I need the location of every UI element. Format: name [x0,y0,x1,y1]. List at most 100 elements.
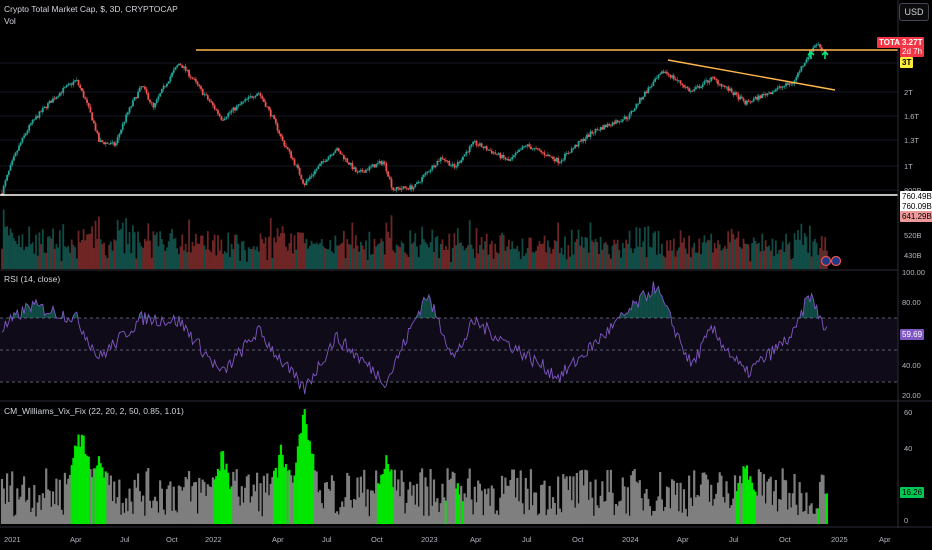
volume-bar [531,251,534,269]
rsi-overbought-fill [639,293,642,318]
vix-bar [791,493,794,524]
rsi-overbought-fill [806,295,809,318]
candle-body [764,94,767,96]
volume-bar [373,238,376,269]
volume-bar [526,247,529,269]
vix-bar [410,495,413,524]
trendline[interactable] [667,59,836,91]
candle-body [638,97,641,104]
candle-body [179,63,182,65]
candle-body [657,74,660,79]
vix-bar [628,515,631,524]
vix-bar [53,504,56,524]
volume-bar [456,228,459,269]
volume-bar [31,242,34,269]
vix-bar [136,473,140,524]
candle-body [111,142,114,144]
candle-body [109,142,112,145]
vix-bar [725,481,728,524]
volume-bar [798,239,801,269]
volume-bar [744,243,747,269]
candle-body [643,91,646,97]
volume-bar [543,235,546,269]
volume-bar [518,251,520,269]
volume-bar [451,247,454,269]
rsi-overbought-fill [648,292,650,318]
vix-bar [448,480,451,524]
vix-bar [555,514,558,524]
volume-bar [647,226,650,269]
vix-bar [623,486,626,524]
vix-bar [631,471,635,524]
volume-bar [4,226,7,269]
vix-bar [446,468,449,524]
candle-body [613,122,616,124]
rsi-overbought-fill [39,304,42,318]
candle-body [53,98,56,100]
candle-body [487,149,490,151]
vix-bar [419,472,422,524]
vix-bar [221,451,225,524]
vix-bar [6,473,9,524]
volume-bar [103,242,105,269]
volume-bar [229,257,231,269]
vix-bar [596,505,599,524]
candle-body [70,83,73,85]
time-tick-label: 2022 [205,535,222,544]
event-flag-icon[interactable] [820,255,842,267]
candle-body [693,89,696,92]
volume-bar [194,233,197,269]
vix-bar [739,475,742,524]
candle-body [108,143,111,145]
vix-bar [143,515,146,524]
vix-bar [705,474,708,524]
rsi-overbought-fill [655,289,657,318]
volume-bar [218,250,221,269]
candle-body [172,69,175,73]
volume-bar [705,242,708,269]
volume-bar [366,259,369,269]
time-tick-label: Apr [70,535,82,544]
candle-body [324,161,327,162]
candle-body [346,158,349,163]
vix-bar [670,479,674,524]
vix-bar [548,485,551,524]
volume-bar [739,247,742,269]
volume-bar [6,226,9,269]
candle-body [177,63,180,66]
volume-bar [766,246,769,269]
vix-bar [604,501,607,524]
vix-bar [148,500,152,524]
vix-bar [545,515,548,524]
vix-bar [708,501,711,524]
candle-body [422,174,425,178]
volume-bar [288,243,291,269]
rsi-overbought-fill [809,293,812,318]
vix-bar [757,469,760,524]
candle-body [297,164,299,169]
vix-bar [249,502,252,524]
vix-bar [730,505,733,524]
vix-bar [619,500,623,524]
volume-bar [541,243,544,269]
rsi-overbought-fill [428,294,431,318]
volume-bar [62,224,65,269]
volume-bar [210,252,213,269]
candle-body [565,152,568,154]
vix-bar [337,514,340,524]
vix-bar [796,515,800,524]
volume-bar [23,250,26,269]
candle-body [147,93,150,100]
volume-bar [572,254,575,269]
candle-body [232,107,235,111]
candle-body [771,91,774,95]
currency-button[interactable]: USD [899,3,929,21]
volume-bar [38,232,41,269]
vix-bar [60,509,63,524]
candle-body [256,93,259,96]
volume-bar [698,238,701,269]
candle-body [747,100,750,102]
candle-body [650,85,653,88]
candle-body [106,142,109,144]
